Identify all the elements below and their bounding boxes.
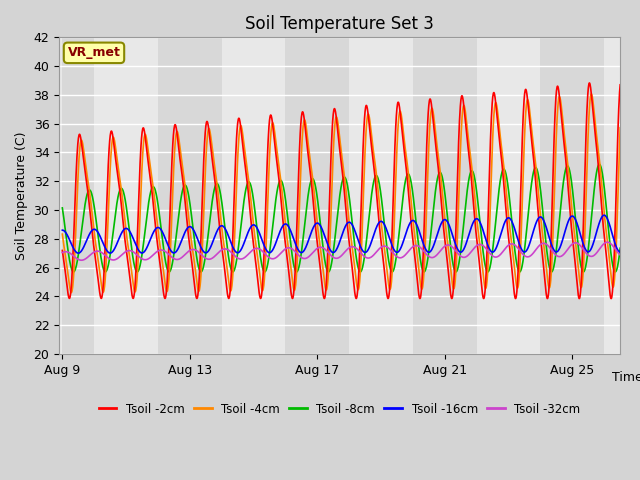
Y-axis label: Soil Temperature (C): Soil Temperature (C): [15, 132, 28, 260]
Bar: [349, 37, 381, 354]
Bar: [477, 37, 509, 354]
Title: Soil Temperature Set 3: Soil Temperature Set 3: [245, 15, 434, 33]
Bar: [94, 37, 126, 354]
Bar: [445, 37, 477, 354]
Bar: [253, 37, 285, 354]
Bar: [636, 37, 640, 354]
Bar: [381, 37, 413, 354]
Bar: [572, 37, 604, 354]
Bar: [509, 37, 540, 354]
Bar: [317, 37, 349, 354]
Bar: [158, 37, 190, 354]
Legend: Tsoil -2cm, Tsoil -4cm, Tsoil -8cm, Tsoil -16cm, Tsoil -32cm: Tsoil -2cm, Tsoil -4cm, Tsoil -8cm, Tsoi…: [94, 398, 586, 420]
Bar: [62, 37, 94, 354]
X-axis label: Time: Time: [612, 372, 640, 384]
Bar: [190, 37, 221, 354]
Text: VR_met: VR_met: [68, 47, 120, 60]
Bar: [126, 37, 158, 354]
Bar: [540, 37, 572, 354]
Bar: [285, 37, 317, 354]
Bar: [413, 37, 445, 354]
Bar: [221, 37, 253, 354]
Bar: [604, 37, 636, 354]
